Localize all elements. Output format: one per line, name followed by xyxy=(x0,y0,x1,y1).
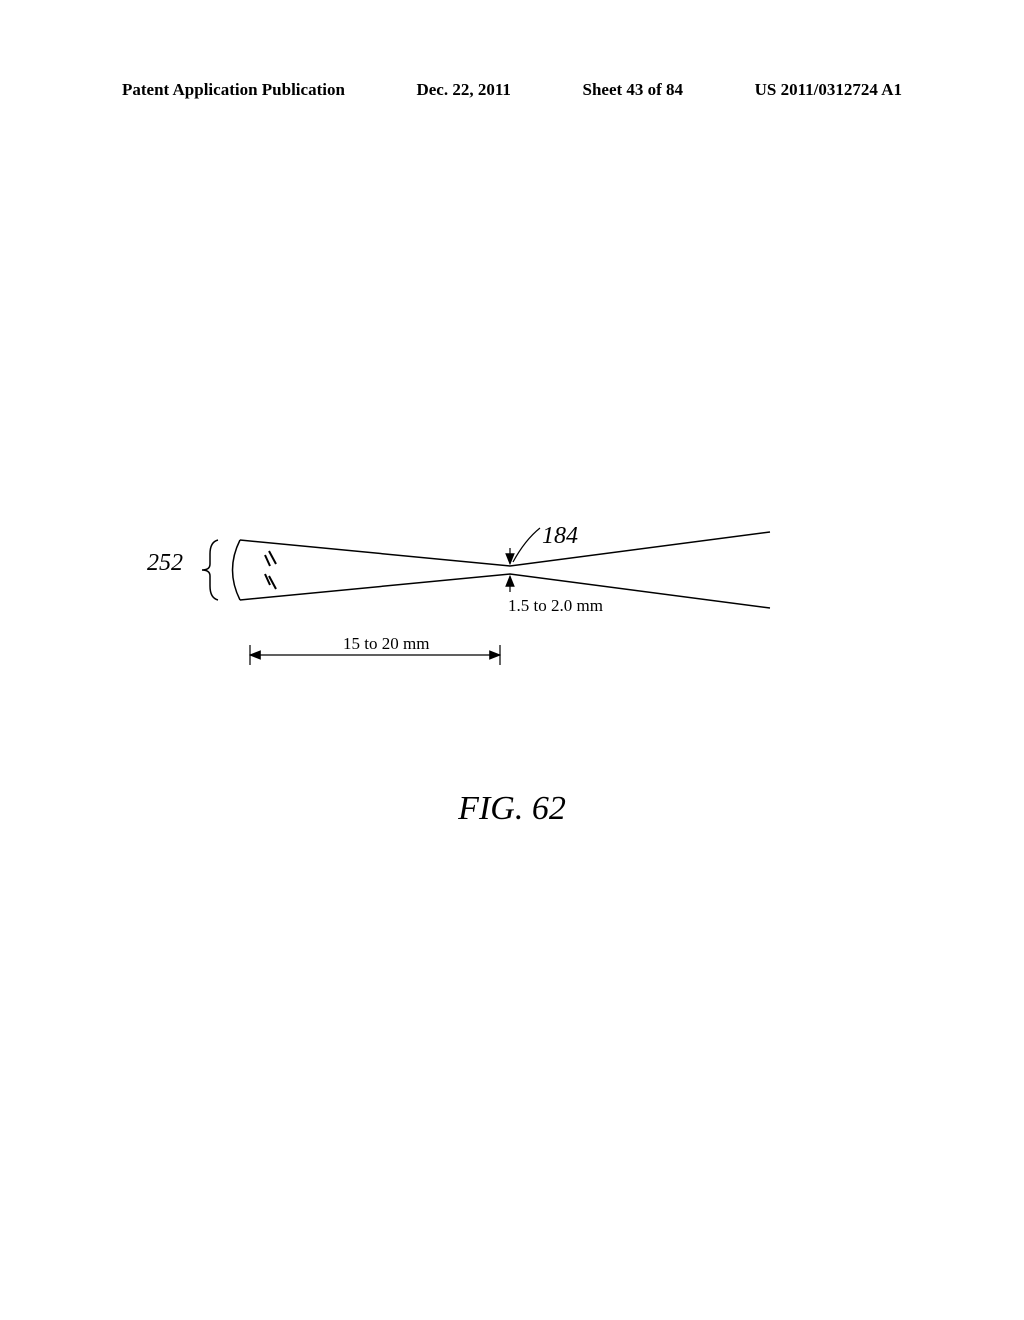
reference-184: 184 xyxy=(542,523,578,550)
patent-header: Patent Application Publication Dec. 22, … xyxy=(0,80,1024,100)
publication-date: Dec. 22, 2011 xyxy=(416,80,510,100)
publication-type: Patent Application Publication xyxy=(122,80,345,100)
horizontal-dimension-label: 15 to 20 mm xyxy=(343,634,429,654)
cone-shape xyxy=(233,532,771,608)
header-content: Patent Application Publication Dec. 22, … xyxy=(122,80,902,100)
figure-number-label: FIG. 62 xyxy=(0,790,1024,828)
figure-diagram xyxy=(140,520,840,770)
reference-252: 252 xyxy=(147,550,183,577)
vertical-dimension-label: 1.5 to 2.0 mm xyxy=(508,596,603,616)
leader-184 xyxy=(513,528,540,562)
sheet-info: Sheet 43 of 84 xyxy=(582,80,683,100)
diagram-svg xyxy=(140,520,840,770)
bracket-252 xyxy=(202,540,218,600)
hatch-marks xyxy=(265,551,276,589)
publication-number: US 2011/0312724 A1 xyxy=(755,80,902,100)
